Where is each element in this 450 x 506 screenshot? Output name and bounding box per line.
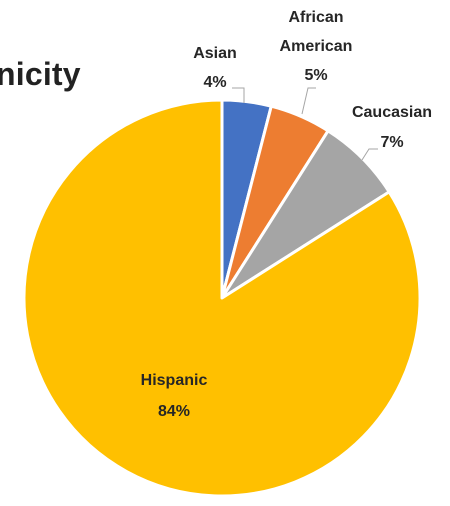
data-label-caucasian: Caucasian 7% xyxy=(352,104,432,151)
pie-slice-hispanic xyxy=(22,98,422,498)
leader-line-african-american xyxy=(301,87,316,115)
data-label-caucasian-value: 7% xyxy=(380,134,403,151)
data-label-hispanic: Hispanic 84% xyxy=(141,372,208,420)
data-label-african-american: African American 5% xyxy=(280,9,353,84)
data-label-african-american-value: 5% xyxy=(304,67,327,84)
data-label-asian-value: 4% xyxy=(203,74,226,91)
data-label-hispanic-value: 84% xyxy=(158,403,190,420)
data-label-asian: Asian 4% xyxy=(193,45,237,91)
chart-title: nicity xyxy=(0,56,81,92)
data-label-hispanic-name: Hispanic xyxy=(141,372,208,389)
pie-slices xyxy=(22,98,422,498)
leader-lines xyxy=(232,87,378,161)
data-label-african-american-name: African xyxy=(288,9,343,26)
leader-line-asian xyxy=(232,87,245,103)
leader-line-caucasian xyxy=(361,148,378,161)
data-label-african-american-name: American xyxy=(280,38,353,55)
data-labels: Asian 4% African American 5% Caucasian 7% Hispa… xyxy=(141,9,432,420)
data-label-caucasian-name: Caucasian xyxy=(352,104,432,121)
data-label-asian-name: Asian xyxy=(193,45,237,62)
